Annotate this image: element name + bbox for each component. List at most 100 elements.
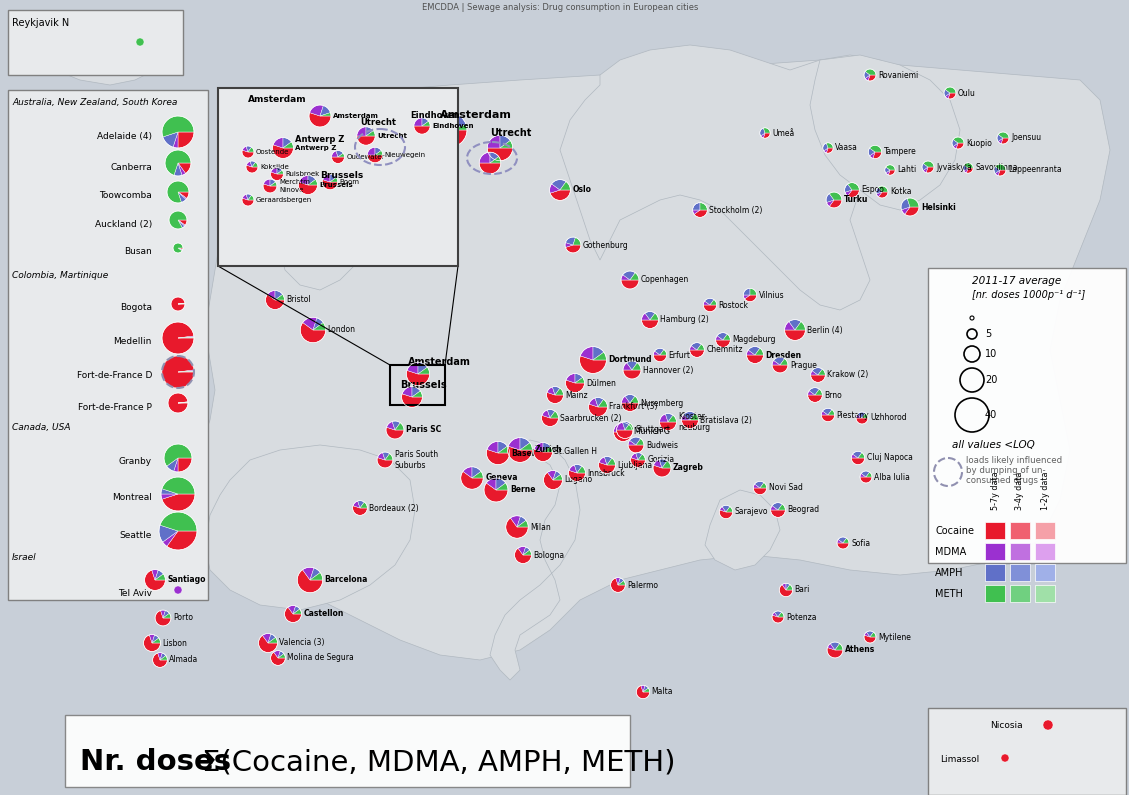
- Wedge shape: [548, 409, 555, 418]
- Text: Budweis: Budweis: [646, 440, 677, 449]
- Wedge shape: [811, 375, 825, 382]
- Wedge shape: [746, 350, 755, 355]
- Wedge shape: [178, 248, 183, 250]
- Wedge shape: [278, 651, 285, 658]
- Wedge shape: [367, 147, 375, 155]
- Wedge shape: [956, 143, 964, 149]
- Text: METH: METH: [935, 589, 963, 599]
- Wedge shape: [472, 471, 483, 478]
- Wedge shape: [998, 138, 1003, 144]
- Wedge shape: [598, 463, 615, 474]
- Text: Mytilene: Mytilene: [878, 633, 911, 642]
- Wedge shape: [450, 125, 467, 130]
- Wedge shape: [761, 133, 765, 138]
- Wedge shape: [964, 168, 968, 173]
- Wedge shape: [782, 584, 786, 590]
- Wedge shape: [164, 444, 192, 466]
- Wedge shape: [743, 295, 750, 299]
- Text: Gothenburg: Gothenburg: [583, 241, 629, 250]
- Wedge shape: [771, 510, 786, 518]
- Wedge shape: [837, 540, 843, 543]
- Text: Brussels: Brussels: [320, 182, 353, 188]
- Text: Bristol: Bristol: [287, 296, 312, 304]
- Polygon shape: [195, 60, 1110, 660]
- Wedge shape: [285, 607, 301, 622]
- Wedge shape: [703, 301, 710, 305]
- Wedge shape: [167, 458, 178, 471]
- Wedge shape: [773, 357, 785, 365]
- Wedge shape: [901, 199, 910, 210]
- Wedge shape: [566, 245, 581, 253]
- Wedge shape: [178, 458, 192, 472]
- Wedge shape: [864, 635, 876, 643]
- Text: Basel: Basel: [511, 448, 535, 457]
- Text: Santiago: Santiago: [167, 576, 205, 584]
- Text: loads likely influenced: loads likely influenced: [966, 456, 1062, 465]
- Wedge shape: [159, 525, 178, 542]
- Wedge shape: [320, 113, 331, 116]
- Text: Rovaniemi: Rovaniemi: [878, 71, 918, 80]
- Wedge shape: [520, 437, 530, 450]
- Text: Tel Aviv: Tel Aviv: [119, 590, 152, 599]
- Wedge shape: [385, 454, 393, 460]
- Wedge shape: [628, 445, 644, 453]
- Wedge shape: [952, 139, 959, 146]
- Wedge shape: [852, 452, 861, 458]
- Text: Milan: Milan: [531, 522, 551, 532]
- Wedge shape: [630, 437, 640, 445]
- Wedge shape: [336, 150, 343, 157]
- Wedge shape: [710, 300, 717, 305]
- Wedge shape: [789, 320, 802, 330]
- Wedge shape: [161, 494, 195, 511]
- Wedge shape: [611, 578, 625, 592]
- Wedge shape: [406, 363, 418, 374]
- Wedge shape: [550, 190, 570, 200]
- Wedge shape: [402, 386, 412, 397]
- Wedge shape: [659, 459, 667, 468]
- Wedge shape: [615, 578, 620, 585]
- Text: Bratislava (2): Bratislava (2): [700, 416, 752, 425]
- Wedge shape: [414, 126, 430, 134]
- Wedge shape: [693, 210, 700, 215]
- Wedge shape: [277, 170, 283, 174]
- Wedge shape: [830, 200, 842, 208]
- Text: Turku: Turku: [844, 196, 868, 204]
- Wedge shape: [523, 550, 532, 555]
- Wedge shape: [700, 203, 708, 210]
- Bar: [390, 365, 445, 405]
- Wedge shape: [173, 132, 178, 148]
- Wedge shape: [367, 155, 383, 163]
- Wedge shape: [268, 290, 275, 300]
- Bar: [1010, 585, 1030, 602]
- Wedge shape: [178, 336, 194, 338]
- Wedge shape: [994, 166, 1000, 173]
- Wedge shape: [588, 404, 607, 417]
- Text: Limassol: Limassol: [940, 755, 979, 764]
- Polygon shape: [970, 725, 1019, 755]
- Wedge shape: [422, 118, 429, 126]
- Wedge shape: [579, 356, 606, 374]
- Wedge shape: [830, 192, 842, 200]
- Wedge shape: [868, 148, 875, 156]
- Wedge shape: [155, 570, 164, 580]
- Text: Ljubljana: Ljubljana: [618, 460, 653, 470]
- Wedge shape: [869, 145, 882, 152]
- Wedge shape: [623, 370, 641, 379]
- Wedge shape: [690, 350, 704, 357]
- Wedge shape: [627, 361, 637, 370]
- Wedge shape: [412, 391, 422, 397]
- Text: Novi Sad: Novi Sad: [769, 483, 803, 492]
- Wedge shape: [163, 613, 170, 618]
- Text: Bologna: Bologna: [534, 550, 564, 560]
- Text: AMPH: AMPH: [935, 568, 963, 578]
- Wedge shape: [178, 220, 185, 226]
- Wedge shape: [169, 211, 187, 229]
- Wedge shape: [922, 164, 928, 170]
- Wedge shape: [772, 502, 782, 510]
- Wedge shape: [496, 478, 506, 490]
- Wedge shape: [864, 72, 870, 79]
- Text: Dortmund: Dortmund: [609, 355, 651, 364]
- Wedge shape: [631, 453, 638, 460]
- Wedge shape: [178, 132, 194, 148]
- Text: Cocaine: Cocaine: [935, 526, 974, 536]
